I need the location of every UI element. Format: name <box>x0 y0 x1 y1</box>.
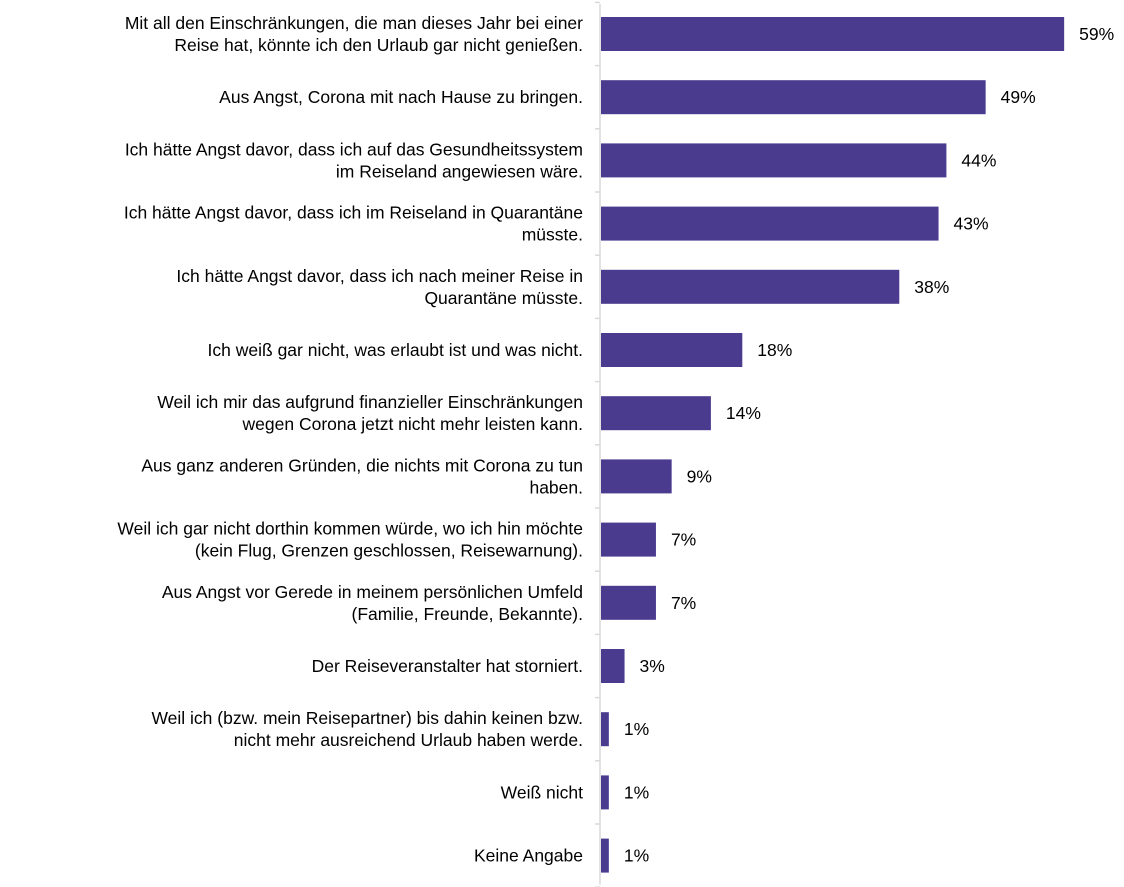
data-label: 38% <box>914 277 949 297</box>
bar <box>601 80 986 115</box>
category-label-line: Weiß nicht <box>501 782 583 802</box>
data-label: 49% <box>1001 87 1036 107</box>
category-label: Aus ganz anderen Gründen, die nichts mit… <box>141 455 583 497</box>
bar <box>601 206 939 241</box>
bar <box>601 17 1065 51</box>
category-labels: Mit all den Einschränkungen, die man die… <box>117 13 583 866</box>
category-label-line: Ich hätte Angst davor, dass ich auf das … <box>125 139 583 159</box>
category-label: Weil ich mir das aufgrund finanzieller E… <box>157 392 583 434</box>
category-label-line: (Familie, Freunde, Bekannte). <box>352 604 584 624</box>
category-label: Der Reiseveranstalter hat storniert. <box>312 656 583 676</box>
bar <box>601 649 625 683</box>
data-label: 1% <box>624 846 649 866</box>
data-label: 3% <box>640 656 665 676</box>
bar <box>601 143 947 178</box>
value-labels: 59% 49% 44% 43% 38% 18% 14% 9% 7% 7% 3% 1% 1% 1% <box>624 24 1114 866</box>
category-label-line: nicht mehr ausreichend Urlaub haben werd… <box>234 730 583 750</box>
category-label-line: müsste. <box>522 225 583 245</box>
bar <box>601 775 609 810</box>
data-label: 1% <box>624 782 649 802</box>
category-label: Weiß nicht <box>501 782 583 802</box>
category-label: Weil ich gar nicht dorthin kommen würde,… <box>117 519 583 561</box>
bar <box>601 396 711 431</box>
category-label: Ich hätte Angst davor, dass ich nach mei… <box>176 266 583 308</box>
bar <box>601 333 743 367</box>
bar <box>601 522 656 557</box>
data-label: 14% <box>726 403 761 423</box>
data-label: 1% <box>624 719 649 739</box>
data-label: 18% <box>757 340 792 360</box>
category-label: Weil ich (bzw. mein Reisepartner) bis da… <box>151 708 583 750</box>
data-label: 44% <box>961 150 996 170</box>
data-label: 43% <box>954 214 989 234</box>
category-label: Aus Angst vor Gerede in meinem persönlic… <box>162 582 583 624</box>
category-label: Mit all den Einschränkungen, die man die… <box>125 13 583 55</box>
category-label-line: Weil ich (bzw. mein Reisepartner) bis da… <box>151 708 583 728</box>
bar <box>601 459 672 494</box>
category-label-line: Aus Angst, Corona mit nach Hause zu brin… <box>219 87 583 107</box>
bar <box>601 838 609 873</box>
data-label: 9% <box>687 466 712 486</box>
data-label: 7% <box>671 530 696 550</box>
category-label-line: Weil ich gar nicht dorthin kommen würde,… <box>117 519 583 539</box>
axis <box>595 1 601 887</box>
category-label-line: Aus ganz anderen Gründen, die nichts mit… <box>141 455 583 475</box>
category-label-line: Keine Angabe <box>474 846 583 866</box>
category-label-line: Aus Angst vor Gerede in meinem persönlic… <box>162 582 583 602</box>
category-label: Ich hätte Angst davor, dass ich im Reise… <box>124 203 583 245</box>
category-label: Keine Angabe <box>474 846 583 866</box>
category-label-line: Ich hätte Angst davor, dass ich nach mei… <box>176 266 583 286</box>
category-label-line: Ich weiß gar nicht, was erlaubt ist und … <box>208 340 583 360</box>
bar <box>601 269 900 304</box>
category-label-line: Quarantäne müsste. <box>424 288 583 308</box>
bar <box>601 712 609 747</box>
data-label: 7% <box>671 593 696 613</box>
category-label-line: im Reiseland angewiesen wäre. <box>336 161 583 181</box>
category-label-line: haben. <box>529 477 583 497</box>
category-label: Ich hätte Angst davor, dass ich auf das … <box>125 139 583 181</box>
category-label-line: Ich hätte Angst davor, dass ich im Reise… <box>124 203 583 223</box>
category-label-line: wegen Corona jetzt nicht mehr leisten ka… <box>242 414 583 434</box>
category-label-line: (kein Flug, Grenzen geschlossen, Reisewa… <box>195 541 583 561</box>
category-label-line: Reise hat, könnte ich den Urlaub gar nic… <box>174 35 583 55</box>
category-label-line: Der Reiseveranstalter hat storniert. <box>312 656 583 676</box>
category-label: Ich weiß gar nicht, was erlaubt ist und … <box>208 340 583 360</box>
category-label-line: Mit all den Einschränkungen, die man die… <box>125 13 583 33</box>
category-label: Aus Angst, Corona mit nach Hause zu brin… <box>219 87 583 107</box>
data-label: 59% <box>1079 24 1114 44</box>
bar <box>601 585 656 620</box>
bars <box>601 17 1065 873</box>
category-label-line: Weil ich mir das aufgrund finanzieller E… <box>157 392 583 412</box>
